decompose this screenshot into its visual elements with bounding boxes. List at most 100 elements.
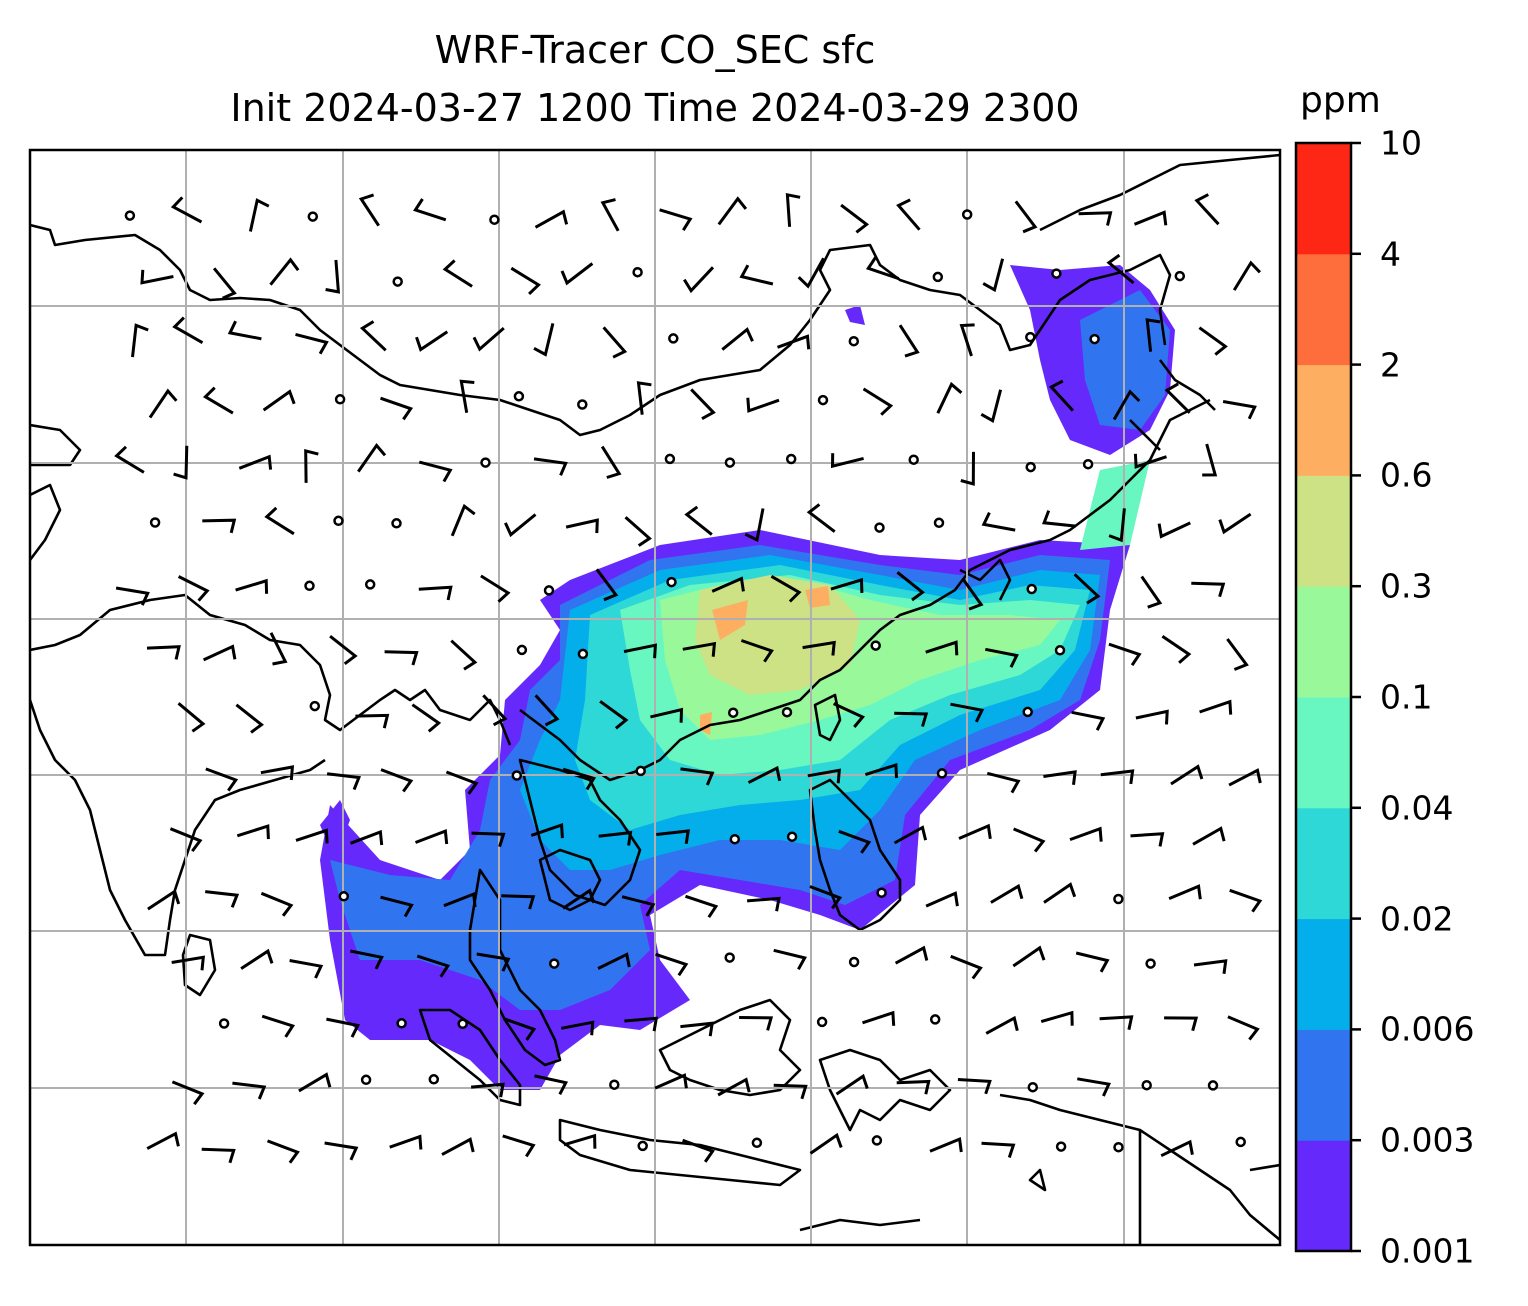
wind-barb: [304, 448, 319, 483]
calm-marker: [304, 580, 315, 592]
wind-barb: [324, 1141, 359, 1161]
colorbar-band: [1296, 1029, 1351, 1141]
colorbar-band: [1296, 475, 1351, 587]
wind-barb: [1232, 260, 1261, 291]
calm-marker: [870, 640, 881, 651]
calm-marker: [1089, 333, 1100, 345]
map-panel: [30, 150, 1280, 1245]
gridlines: [30, 150, 1280, 1245]
wind-barb: [862, 1010, 896, 1026]
wind-barb: [534, 209, 569, 229]
wind-barb: [482, 694, 508, 727]
calm-marker: [1141, 1079, 1152, 1091]
wind-barb: [746, 896, 781, 912]
wind-barb: [1043, 770, 1077, 785]
wind-barb: [1043, 882, 1077, 904]
calm-marker: [1145, 958, 1156, 969]
colorbar-band: [1296, 697, 1351, 809]
calm-marker: [1207, 1080, 1219, 1091]
wind-barb: [1014, 200, 1038, 234]
wind-barb: [600, 198, 620, 232]
wind-barb: [773, 1083, 808, 1100]
wind-barb: [1100, 769, 1135, 785]
wind-barb: [721, 327, 754, 351]
wind-barb: [680, 1021, 714, 1037]
wind-barb: [1013, 827, 1046, 853]
wind-barb: [958, 823, 992, 840]
calm-marker: [1027, 1081, 1039, 1093]
wind-barb: [683, 266, 715, 294]
calm-marker: [1051, 268, 1062, 279]
calm-marker: [1054, 645, 1066, 656]
wind-barb: [802, 640, 836, 656]
calm-marker: [309, 700, 321, 712]
wind-barb: [797, 257, 825, 289]
calm-marker: [666, 576, 677, 588]
colorbar-band: [1296, 1140, 1351, 1252]
calm-marker: [364, 579, 376, 590]
wind-barbs: [114, 192, 1263, 1164]
calm-marker: [961, 209, 973, 220]
map-title-line2: Init 2024-03-27 1200 Time 2024-03-29 230…: [230, 86, 1080, 130]
colorbar-band: [1296, 253, 1351, 366]
wind-barb: [654, 1073, 688, 1090]
wind-barb: [621, 895, 656, 917]
wind-barb: [235, 578, 269, 594]
colorbar-tick-label: 0.006: [1380, 1009, 1475, 1049]
wind-barb: [1199, 699, 1233, 715]
calm-marker: [1025, 461, 1036, 473]
wind-barb: [690, 388, 716, 421]
wind-barb: [380, 768, 414, 793]
calm-marker: [548, 958, 560, 969]
wind-barb: [717, 1077, 751, 1097]
wind-barb: [1078, 211, 1113, 226]
wind-barb: [746, 397, 780, 413]
wind-barb: [1133, 453, 1167, 469]
wind-barb: [201, 1147, 236, 1164]
wind-barb: [262, 389, 296, 412]
wind-barb: [1133, 210, 1168, 226]
wind-barb: [1042, 510, 1077, 528]
wind-barb: [563, 1133, 597, 1149]
wind-barb: [957, 1078, 992, 1095]
wind-barb: [298, 1072, 332, 1093]
wind-barb: [416, 954, 451, 978]
calm-marker: [727, 707, 739, 718]
calm-marker: [936, 768, 948, 779]
wind-barb: [1202, 443, 1218, 477]
calm-marker: [1025, 331, 1036, 343]
wind-barb: [146, 1131, 180, 1150]
wind-barb: [809, 1132, 843, 1155]
wind-barb: [898, 324, 920, 358]
calm-marker: [1113, 1141, 1124, 1153]
wind-barb: [925, 640, 959, 656]
wind-barb: [173, 445, 189, 480]
wind-barb: [1112, 389, 1141, 421]
tracer-ne-band-0.04: [1080, 460, 1150, 550]
wind-barb: [389, 1134, 423, 1150]
wind-barb: [1040, 1010, 1074, 1026]
calm-marker: [307, 211, 319, 222]
calm-marker: [124, 210, 136, 221]
calm-marker: [218, 1018, 230, 1029]
wind-barb: [560, 262, 594, 286]
wind-barb: [1198, 326, 1228, 356]
calm-marker: [786, 831, 798, 842]
wind-barb: [442, 259, 473, 288]
wind-barb: [1194, 193, 1220, 226]
wind-barb: [357, 442, 387, 473]
calm-marker: [1082, 458, 1094, 470]
wind-barb: [1108, 508, 1126, 543]
wind-barb: [1164, 1016, 1199, 1032]
colorbar-tick-label: 0.3: [1380, 566, 1433, 606]
calm-marker: [577, 399, 588, 410]
wind-barb: [1140, 575, 1163, 609]
wind-barb: [148, 388, 178, 419]
wind-barb: [770, 575, 802, 603]
tracer-north-spot: [845, 305, 865, 325]
wind-barb: [445, 770, 479, 795]
wind-barb: [744, 508, 765, 543]
wind-barb: [289, 959, 324, 979]
wind-barb: [830, 577, 864, 593]
wind-barb: [177, 575, 210, 602]
